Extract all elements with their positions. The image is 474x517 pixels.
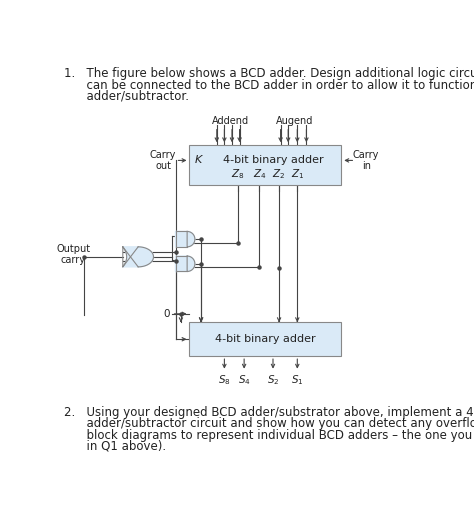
Text: 4-bit binary adder: 4-bit binary adder — [223, 156, 323, 165]
Text: $Z_{4}$: $Z_{4}$ — [253, 167, 266, 181]
Polygon shape — [175, 232, 195, 247]
Text: in Q1 above).: in Q1 above). — [64, 440, 166, 453]
Text: block diagrams to represent individual BCD adders – the one you designed: block diagrams to represent individual B… — [64, 429, 474, 442]
Polygon shape — [123, 247, 154, 267]
Text: $Z_{1}$: $Z_{1}$ — [291, 167, 304, 181]
Text: 4-bit binary adder: 4-bit binary adder — [215, 334, 316, 344]
Text: Output
carry: Output carry — [56, 244, 90, 265]
Text: $Z_{2}$: $Z_{2}$ — [273, 167, 286, 181]
FancyBboxPatch shape — [190, 322, 341, 356]
Text: Carry
out: Carry out — [150, 149, 176, 171]
Text: Augend: Augend — [275, 116, 313, 126]
Text: $S_1$: $S_1$ — [291, 373, 303, 387]
Text: adder/subtractor circuit and show how you can detect any overflow. (Use: adder/subtractor circuit and show how yo… — [64, 417, 474, 430]
Text: Carry
in: Carry in — [353, 149, 379, 171]
Text: 2.   Using your designed BCD adder/substrator above, implement a 4-digit BCD: 2. Using your designed BCD adder/substra… — [64, 406, 474, 419]
Text: Addend: Addend — [212, 116, 249, 126]
Text: $S_4$: $S_4$ — [238, 373, 251, 387]
Text: $S_2$: $S_2$ — [267, 373, 279, 387]
Polygon shape — [175, 256, 195, 271]
Text: 1.   The figure below shows a BCD adder. Design additional logic circuitry that: 1. The figure below shows a BCD adder. D… — [64, 67, 474, 81]
Text: $S_8$: $S_8$ — [218, 373, 231, 387]
Text: K: K — [195, 156, 202, 165]
Text: $Z_{8}$: $Z_{8}$ — [231, 167, 245, 181]
Text: adder/subtractor.: adder/subtractor. — [64, 90, 189, 103]
FancyBboxPatch shape — [190, 145, 341, 185]
Text: can be connected to the BCD adder in order to allow it to function as a BCD: can be connected to the BCD adder in ord… — [64, 79, 474, 92]
Text: 0: 0 — [164, 309, 170, 319]
